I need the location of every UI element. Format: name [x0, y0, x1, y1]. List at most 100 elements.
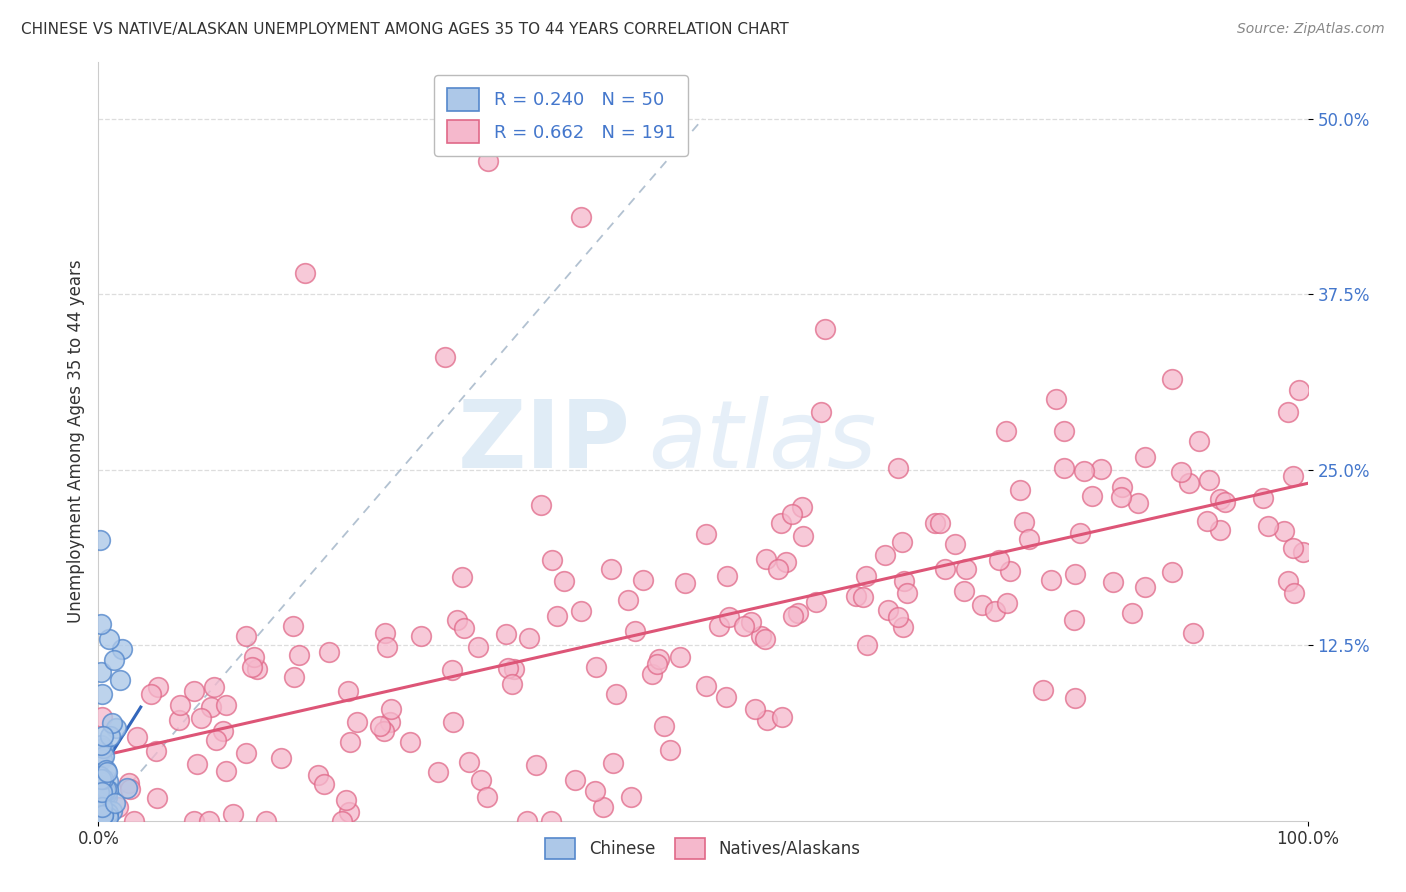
Point [769, 516, 792, 531]
Point [90, 795, 112, 809]
Point [97, 782, 120, 797]
Point [707, 619, 730, 633]
Point [623, 624, 645, 638]
Point [288, 648, 311, 662]
Point [530, 498, 553, 512]
Point [814, 322, 837, 336]
Point [215, 764, 238, 778]
Point [1198, 474, 1220, 488]
Point [782, 608, 804, 623]
Point [553, 574, 575, 589]
Point [620, 790, 643, 805]
Point [433, 351, 456, 365]
Point [810, 405, 832, 419]
Point [427, 764, 450, 779]
Point [602, 756, 624, 771]
Point [1160, 565, 1182, 579]
Point [792, 500, 814, 514]
Point [804, 595, 827, 609]
Point [1272, 524, 1295, 539]
Point [93, 748, 115, 763]
Point [585, 660, 607, 674]
Point [617, 593, 640, 607]
Point [645, 657, 668, 671]
Point [91, 807, 114, 822]
Point [330, 814, 353, 828]
Point [89, 768, 111, 782]
Point [167, 714, 190, 728]
Point [546, 608, 568, 623]
Point [1109, 491, 1132, 505]
Point [107, 800, 129, 814]
Point [380, 701, 402, 715]
Point [98, 729, 121, 743]
Point [314, 777, 336, 791]
Point [89, 774, 111, 789]
Point [373, 723, 395, 738]
Point [204, 732, 226, 747]
Text: atlas: atlas [648, 396, 877, 487]
Point [93, 780, 115, 795]
Point [1053, 460, 1076, 475]
Point [235, 629, 257, 643]
Point [96, 786, 118, 800]
Point [146, 790, 169, 805]
Point [952, 583, 974, 598]
Point [652, 719, 675, 733]
Point [605, 686, 627, 700]
Point [87, 785, 110, 799]
Point [569, 604, 592, 618]
Point [91, 752, 114, 766]
Point [1161, 372, 1184, 386]
Point [792, 528, 814, 542]
Point [96, 814, 118, 828]
Point [877, 603, 900, 617]
Point [146, 680, 169, 694]
Point [186, 757, 208, 772]
Point [96, 765, 118, 780]
Point [94, 781, 117, 796]
Point [96, 790, 118, 805]
Point [583, 784, 606, 798]
Point [1080, 489, 1102, 503]
Point [1195, 514, 1218, 528]
Point [339, 734, 361, 748]
Point [270, 751, 292, 765]
Point [240, 660, 263, 674]
Point [695, 679, 717, 693]
Point [477, 153, 499, 168]
Point [97, 809, 120, 823]
Point [852, 590, 875, 604]
Point [998, 564, 1021, 578]
Point [411, 629, 433, 643]
Point [744, 702, 766, 716]
Point [470, 773, 492, 788]
Point [122, 814, 145, 828]
Point [1069, 526, 1091, 541]
Point [1178, 476, 1201, 491]
Point [118, 776, 141, 790]
Point [1257, 519, 1279, 533]
Point [541, 553, 564, 567]
Point [995, 424, 1018, 438]
Point [1032, 683, 1054, 698]
Point [887, 610, 910, 624]
Point [540, 814, 562, 828]
Point [91, 730, 114, 744]
Point [502, 662, 524, 676]
Point [775, 555, 797, 569]
Point [200, 699, 222, 714]
Point [375, 640, 398, 654]
Point [446, 614, 468, 628]
Point [90, 772, 112, 787]
Point [780, 507, 803, 521]
Point [115, 781, 138, 796]
Point [972, 599, 994, 613]
Point [517, 632, 540, 646]
Point [1102, 574, 1125, 589]
Point [1282, 469, 1305, 483]
Point [569, 210, 592, 224]
Point [202, 681, 225, 695]
Point [495, 626, 517, 640]
Point [87, 789, 110, 803]
